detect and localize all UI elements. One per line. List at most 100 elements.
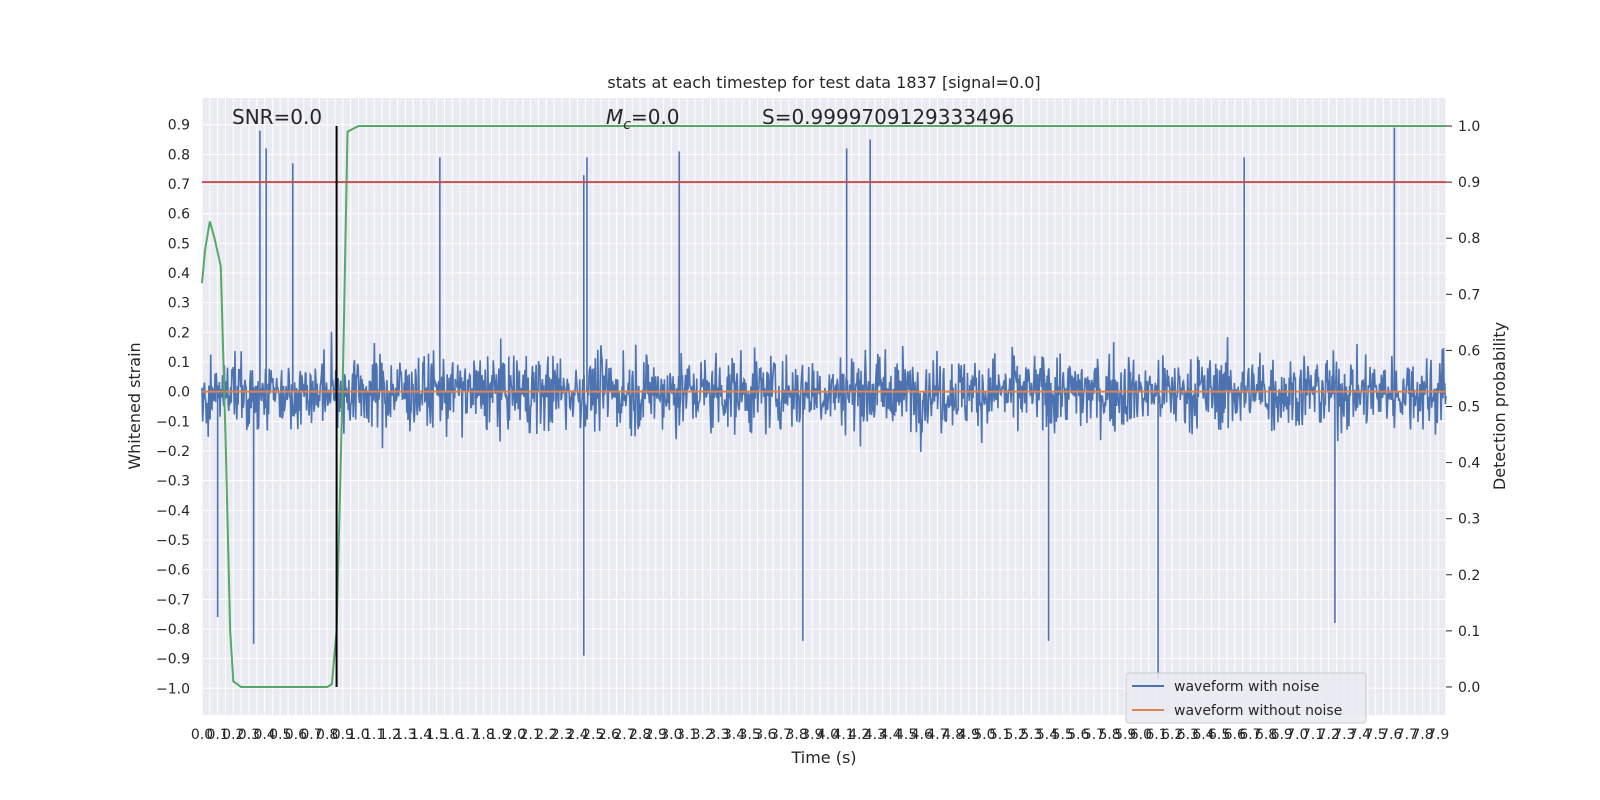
x-tick-label: 2.3 (551, 727, 573, 743)
y-tick-label-right: 0.8 (1458, 231, 1480, 247)
x-tick-label: 5.6 (1067, 727, 1089, 743)
series-line-waveform-with-noise (201, 331, 1447, 453)
x-tick-label: 2.7 (613, 727, 635, 743)
x-tick-label: 7.5 (1364, 727, 1386, 743)
x-tick-label: 6.8 (1255, 727, 1277, 743)
mc-subscript: c (623, 117, 631, 133)
x-tick-label: 1.4 (410, 727, 432, 743)
x-tick-label: 1.3 (394, 727, 416, 743)
x-tick-label: 0.9 (332, 727, 354, 743)
x-tick-label: 5.7 (1083, 727, 1105, 743)
x-tick-label: 2.8 (629, 727, 651, 743)
x-tick-label: 5.3 (1020, 727, 1042, 743)
y-tick-label-right: 0.0 (1458, 680, 1480, 696)
x-tick-label: 4.7 (926, 727, 948, 743)
x-tick-label: 2.9 (645, 727, 667, 743)
chart-title: stats at each timestep for test data 183… (607, 73, 1040, 92)
x-tick-label: 4.6 (911, 727, 933, 743)
x-tick-label: 7.6 (1380, 727, 1402, 743)
y-axis-right-label: Detection probability (1490, 322, 1509, 490)
x-tick-label: 3.1 (676, 727, 698, 743)
x-tick-label: 6.1 (1145, 727, 1167, 743)
x-tick-label: 1.0 (347, 727, 369, 743)
y-tick-label-left: 0.0 (168, 385, 190, 401)
series-line-detection-probability (201, 125, 1446, 688)
x-tick-label: 5.8 (1098, 727, 1120, 743)
x-tick-label: 7.3 (1333, 727, 1355, 743)
x-tick-label: 7.2 (1318, 727, 1340, 743)
x-tick-label: 7.0 (1286, 727, 1308, 743)
y-tick-label-left: 0.4 (168, 266, 190, 282)
x-tick-label: 7.8 (1411, 727, 1433, 743)
y-tick-label-left: 0.7 (168, 177, 190, 193)
x-tick-label: 6.6 (1224, 727, 1246, 743)
mc-annotation: Mc=0.0 (606, 105, 680, 133)
x-tick-label: 6.5 (1208, 727, 1230, 743)
x-tick-label: 0.4 (253, 727, 275, 743)
x-tick-label: 4.1 (832, 727, 854, 743)
x-tick-label: 6.9 (1271, 727, 1293, 743)
x-tick-label: 0.5 (269, 727, 291, 743)
y-tick-label-left: 0.1 (168, 355, 190, 371)
x-tick-label: 2.6 (598, 727, 620, 743)
x-tick-label: 0.3 (238, 727, 260, 743)
x-axis-label: Time (s) (790, 748, 856, 767)
y-tick-label-right: 0.2 (1458, 568, 1480, 584)
y-tick-label-left: −1.0 (156, 681, 190, 697)
x-tick-label: 2.0 (504, 727, 526, 743)
x-tick-label: 0.6 (285, 727, 307, 743)
x-tick-label: 7.7 (1396, 727, 1418, 743)
y-tick-label-left: 0.3 (168, 296, 190, 312)
x-tick-label: 4.3 (864, 727, 886, 743)
y-tick-label-left: 0.2 (168, 325, 190, 341)
y-tick-label-left: −0.1 (156, 414, 190, 430)
y-tick-label-left: −0.8 (156, 622, 190, 638)
x-tick-label: 4.0 (817, 727, 839, 743)
x-tick-label: 1.2 (379, 727, 401, 743)
y-tick-label-right: 0.9 (1458, 175, 1480, 191)
x-tick-label: 5.2 (1005, 727, 1027, 743)
x-tick-label: 2.1 (519, 727, 541, 743)
x-tick-label: 4.9 (958, 727, 980, 743)
x-tick-label: 6.2 (1161, 727, 1183, 743)
y-tick-label-left: 0.9 (168, 118, 190, 134)
s-annotation: S=0.9999709129333496 (762, 105, 1014, 129)
x-tick-label: 6.0 (1130, 727, 1152, 743)
x-tick-label: 6.3 (1177, 727, 1199, 743)
x-tick-label: 3.9 (801, 727, 823, 743)
y-axis-right-ticks: 1.0 0.9 0.8 0.7 0.6 0.5 0.4 0.3 0.2 0.1 0.0 (1446, 119, 1480, 696)
x-tick-label: 5.1 (989, 727, 1011, 743)
y-tick-label-left: −0.6 (156, 563, 190, 579)
y-tick-label-right: 0.1 (1458, 624, 1480, 640)
x-tick-label: 7.4 (1349, 727, 1371, 743)
y-tick-label-right: 0.7 (1458, 287, 1480, 303)
x-tick-label: 1.8 (473, 727, 495, 743)
x-tick-label: 2.5 (582, 727, 604, 743)
y-axis-left-label: Whitened strain (125, 342, 144, 469)
x-tick-label: 7.1 (1302, 727, 1324, 743)
y-tick-label-left: 0.8 (168, 147, 190, 163)
x-tick-label: 1.7 (457, 727, 479, 743)
y-tick-label-right: 1.0 (1458, 119, 1480, 135)
x-tick-label: 0.7 (300, 727, 322, 743)
y-tick-label-right: 0.4 (1458, 456, 1480, 472)
legend-label-noise: waveform with noise (1174, 679, 1319, 695)
legend: waveform with noise waveform without noi… (1125, 672, 1367, 724)
x-tick-label: 3.8 (785, 727, 807, 743)
x-tick-label: 0.1 (207, 727, 229, 743)
x-tick-label: 1.1 (363, 727, 385, 743)
x-tick-label: 0.8 (316, 727, 338, 743)
x-axis-ticks: 0.00.10.20.30.40.50.60.70.80.91.01.11.21… (191, 727, 1449, 743)
y-tick-label-left: −0.4 (156, 503, 190, 519)
x-tick-label: 3.6 (754, 727, 776, 743)
x-tick-label: 3.0 (660, 727, 682, 743)
mc-value: =0.0 (631, 105, 680, 129)
x-tick-label: 7.9 (1427, 727, 1449, 743)
x-tick-label: 3.5 (739, 727, 761, 743)
x-tick-label: 0.0 (191, 727, 213, 743)
y-tick-label-left: 0.5 (168, 236, 190, 252)
mc-symbol: M (606, 105, 623, 129)
legend-label-clean: waveform without noise (1174, 703, 1342, 719)
legend-box (1125, 672, 1367, 724)
